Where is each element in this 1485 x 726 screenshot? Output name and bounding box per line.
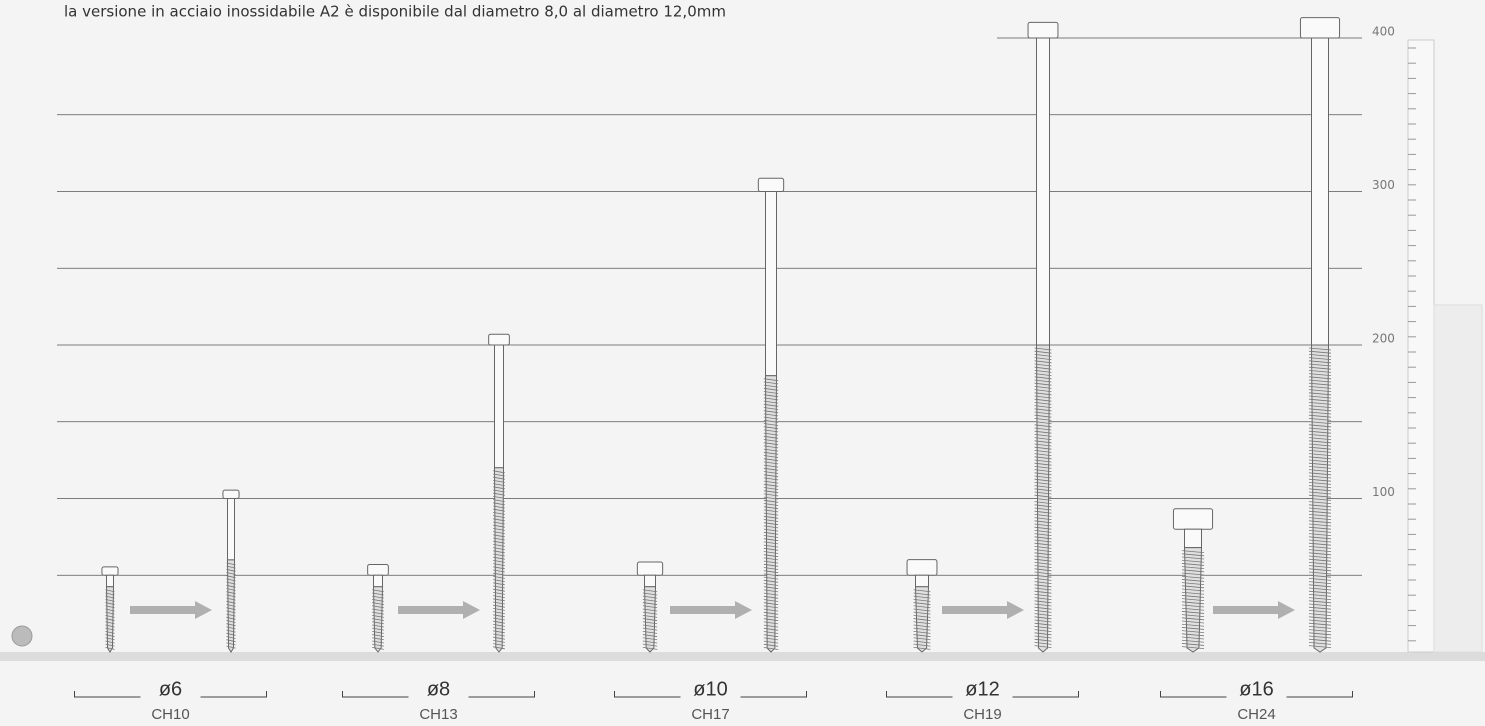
screw <box>1299 17 1341 653</box>
category-label: ø8 <box>427 678 450 700</box>
y-tick-label: 300 <box>1372 178 1395 192</box>
arrow <box>1213 601 1295 619</box>
category-label: ø16 <box>1239 678 1273 700</box>
screw <box>1027 21 1059 653</box>
y-tick-label: 400 <box>1372 25 1395 39</box>
category-sublabel: CH17 <box>691 706 729 723</box>
screw-head <box>906 559 938 576</box>
screw-shank <box>765 191 777 377</box>
arrow <box>130 601 212 619</box>
screw-head <box>488 333 510 346</box>
bracket <box>74 691 267 698</box>
screw-head <box>367 563 389 576</box>
screw-shank <box>494 344 504 469</box>
screw-shank <box>1311 37 1329 346</box>
thread-lines <box>372 589 384 650</box>
caption: la versione in acciaio inossidabile A2 è… <box>64 3 726 21</box>
bracket <box>342 691 535 698</box>
screw <box>757 177 785 653</box>
thread-lines <box>913 589 931 650</box>
category-label: ø12 <box>965 678 999 700</box>
category-label: ø6 <box>159 678 182 700</box>
screw-head <box>757 177 785 193</box>
screw-head <box>1027 21 1059 39</box>
screw-thread <box>1035 344 1051 653</box>
screw-shank <box>106 574 114 588</box>
thread-lines <box>105 589 115 650</box>
y-tick-label: 200 <box>1372 332 1395 346</box>
screw <box>488 333 510 653</box>
thread-lines <box>1034 347 1052 648</box>
screw-shank <box>373 574 383 588</box>
ground <box>0 652 1485 661</box>
screw-shank <box>644 574 656 588</box>
screw-head <box>222 489 240 500</box>
category-sublabel: CH13 <box>419 706 457 723</box>
coin-icon <box>11 625 33 647</box>
screw-head <box>636 561 664 576</box>
screw-head <box>101 566 119 576</box>
screw-head <box>1172 508 1214 530</box>
category-sublabel: CH24 <box>1237 706 1275 723</box>
thread-lines <box>642 589 658 650</box>
screw <box>1172 508 1214 653</box>
arrow <box>398 601 480 619</box>
bracket <box>614 691 807 698</box>
screw-shank <box>915 574 929 588</box>
screw <box>367 563 389 653</box>
screw-thread <box>493 467 505 653</box>
category-label: ø10 <box>693 678 727 700</box>
screw-shank <box>227 498 235 561</box>
screw-head <box>1299 17 1341 39</box>
thread-lines <box>226 562 236 649</box>
y-tick-label: 100 <box>1372 485 1395 499</box>
thread-lines <box>1181 550 1205 650</box>
screw-shank <box>1184 528 1202 549</box>
bracket <box>1160 691 1353 698</box>
category-sublabel: CH10 <box>151 706 189 723</box>
screw-thread <box>1310 344 1330 653</box>
thread-lines <box>1308 347 1332 648</box>
screw <box>906 559 938 653</box>
screw-shank <box>1036 37 1050 346</box>
arrow <box>942 601 1024 619</box>
arrow <box>670 601 752 619</box>
screw <box>222 489 240 653</box>
screw <box>101 566 119 653</box>
thread-lines <box>493 470 505 650</box>
bracket <box>886 691 1079 698</box>
screw <box>636 561 664 653</box>
thread-lines <box>763 378 779 650</box>
category-sublabel: CH19 <box>963 706 1001 723</box>
